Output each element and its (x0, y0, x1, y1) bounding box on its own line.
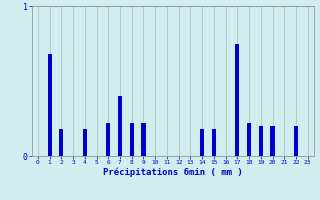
X-axis label: Précipitations 6min ( mm ): Précipitations 6min ( mm ) (103, 168, 243, 177)
Bar (141, 123, 146, 156)
Bar (247, 123, 251, 156)
Bar (118, 96, 122, 156)
Bar (48, 54, 52, 156)
Bar (212, 129, 216, 156)
Bar (294, 126, 298, 156)
Bar (235, 44, 239, 156)
Bar (270, 126, 275, 156)
Bar (83, 129, 87, 156)
Bar (130, 123, 134, 156)
Bar (106, 123, 110, 156)
Bar (200, 129, 204, 156)
Bar (259, 126, 263, 156)
Bar (59, 129, 63, 156)
